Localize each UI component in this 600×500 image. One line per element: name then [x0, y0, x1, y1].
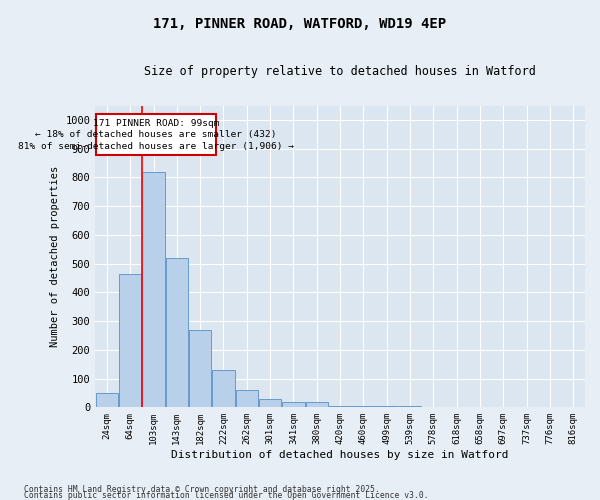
Bar	[142, 172, 164, 408]
Bar	[96, 393, 118, 407]
Text: Contains public sector information licensed under the Open Government Licence v3: Contains public sector information licen…	[24, 490, 428, 500]
X-axis label: Distribution of detached houses by size in Watford: Distribution of detached houses by size …	[172, 450, 509, 460]
Bar	[306, 402, 328, 407]
Bar	[399, 406, 421, 407]
Title: Size of property relative to detached houses in Watford: Size of property relative to detached ho…	[144, 65, 536, 78]
Bar	[166, 258, 188, 408]
Bar	[283, 402, 305, 407]
Bar	[329, 406, 351, 407]
Bar	[212, 370, 235, 408]
Text: Contains HM Land Registry data © Crown copyright and database right 2025.: Contains HM Land Registry data © Crown c…	[24, 484, 380, 494]
Bar	[189, 330, 211, 407]
Y-axis label: Number of detached properties: Number of detached properties	[50, 166, 60, 347]
Text: 81% of semi-detached houses are larger (1,906) →: 81% of semi-detached houses are larger (…	[18, 142, 294, 150]
Text: 171 PINNER ROAD: 99sqm: 171 PINNER ROAD: 99sqm	[93, 118, 220, 128]
Bar	[376, 406, 398, 407]
Bar	[119, 274, 141, 407]
Bar	[352, 406, 374, 407]
Bar	[259, 398, 281, 407]
Text: ← 18% of detached houses are smaller (432): ← 18% of detached houses are smaller (43…	[35, 130, 277, 139]
Text: 171, PINNER ROAD, WATFORD, WD19 4EP: 171, PINNER ROAD, WATFORD, WD19 4EP	[154, 18, 446, 32]
FancyBboxPatch shape	[95, 114, 217, 155]
Bar	[236, 390, 258, 407]
